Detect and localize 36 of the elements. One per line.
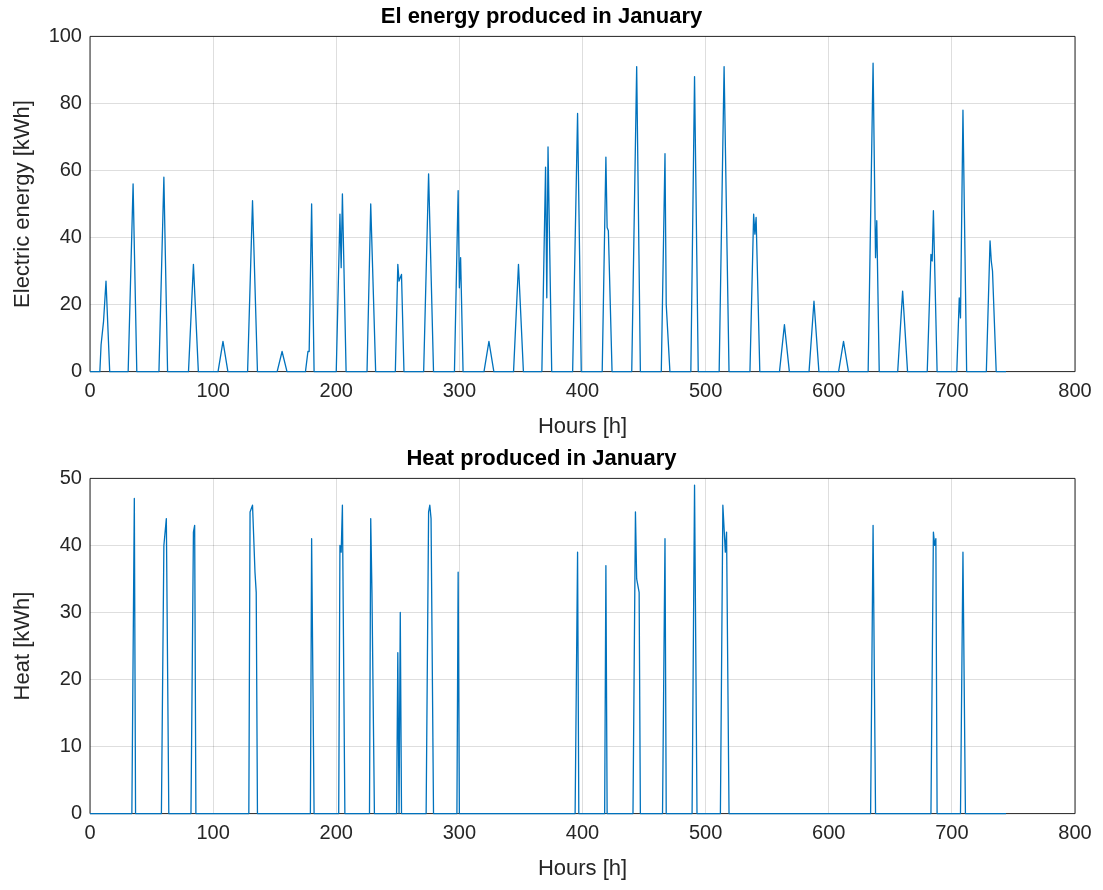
x-tick-label: 100 [196, 821, 230, 844]
x-tick-label: 200 [319, 821, 353, 844]
x-tick-label: 700 [935, 821, 969, 844]
x-tick-label: 400 [565, 379, 600, 402]
y-axis-title: Electric energy [kWh] [9, 100, 35, 308]
y-tick-label: 30 [59, 600, 82, 622]
x-tick-label: 500 [688, 379, 723, 402]
x-tick-label: 100 [196, 379, 230, 402]
y-tick-label: 60 [59, 158, 82, 180]
chart-title: Heat produced in January [406, 445, 678, 471]
x-axis-title: Hours [h] [537, 412, 628, 438]
y-tick-label: 10 [59, 734, 82, 757]
x-tick-label: 0 [84, 379, 96, 402]
x-tick-label: 0 [84, 821, 96, 844]
y-tick-label: 40 [59, 532, 82, 555]
y-tick-label: 20 [59, 667, 82, 690]
y-tick-label: 50 [59, 465, 82, 488]
y-tick-label: 0 [70, 801, 82, 824]
x-tick-label: 600 [812, 379, 846, 402]
y-tick-label: 20 [59, 292, 82, 315]
x-tick-label: 800 [1058, 379, 1092, 402]
x-tick-label: 600 [812, 821, 846, 844]
x-tick-label: 400 [565, 821, 600, 844]
x-tick-label: 300 [442, 821, 477, 844]
x-tick-label: 700 [935, 379, 969, 402]
y-tick-label: 100 [48, 23, 82, 46]
x-tick-label: 800 [1058, 821, 1092, 844]
y-tick-label: 0 [70, 359, 82, 382]
y-axis-title: Heat [kWh] [9, 591, 35, 701]
x-tick-label: 200 [319, 379, 353, 402]
chart-title: El energy produced in January [380, 3, 704, 29]
x-tick-label: 300 [442, 379, 477, 402]
x-axis-title: Hours [h] [537, 854, 628, 880]
y-tick-label: 80 [59, 90, 82, 113]
y-tick-label: 40 [59, 225, 82, 248]
x-tick-label: 500 [688, 821, 723, 844]
